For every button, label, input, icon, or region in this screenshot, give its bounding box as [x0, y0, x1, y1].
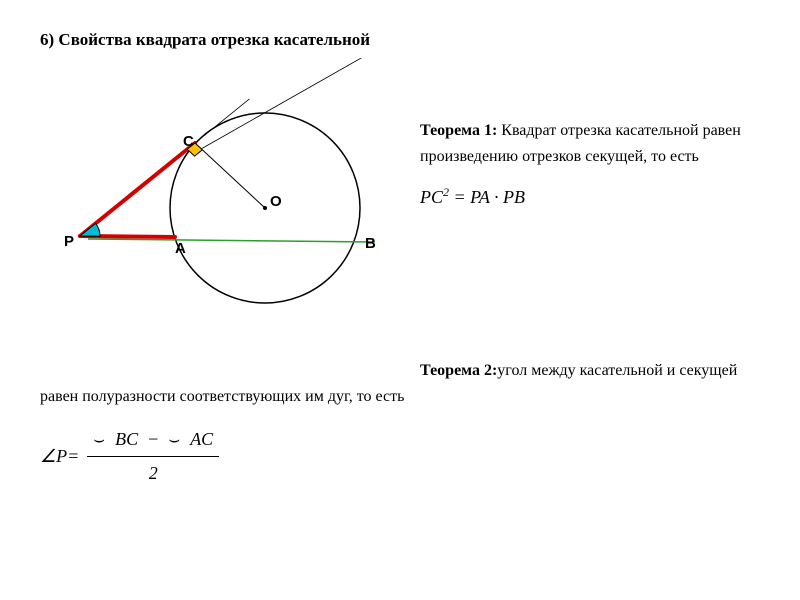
diagram: P A B C O — [40, 58, 420, 338]
svg-text:P: P — [64, 233, 74, 250]
svg-text:O: O — [270, 193, 282, 210]
f1-eq: = — [449, 187, 470, 207]
theorem2-text: угол между касательной и секущей равен п… — [40, 362, 737, 405]
theorem2-formula: ∠P = ⌣ BC − ⌣ AC 2 — [40, 425, 760, 488]
arc1: BC — [115, 425, 138, 454]
svg-text:A: A — [175, 240, 186, 257]
f1-rhs: PA · PB — [470, 187, 525, 207]
svg-text:C: C — [183, 133, 194, 150]
minus: − — [148, 425, 158, 454]
theorem2-title: Теорема 2: — [420, 362, 497, 379]
theorem2-line1: Теорема 2:угол между касательной и секущ… — [40, 358, 760, 409]
f1-lhs: PC — [420, 187, 443, 207]
theorem1-block: Теорема 1: Квадрат отрезка касательной р… — [420, 58, 760, 212]
theorem1-title: Теорема 1: — [420, 122, 497, 139]
top-section: P A B C O Теорема 1: Квадрат отрезка касател… — [40, 58, 760, 338]
section-title: 6) Свойства квадрата отрезка касательной — [40, 30, 760, 50]
fraction: ⌣ BC − ⌣ AC 2 — [87, 425, 219, 488]
theorem1-formula: PC2 = PA · PB — [420, 183, 760, 212]
theorem2-block: Теорема 2:угол между касательной и секущ… — [40, 358, 760, 488]
arc2: AC — [190, 425, 213, 454]
svg-text:B: B — [365, 235, 376, 252]
geometry-svg: P A B C O — [40, 58, 420, 338]
f2-angle: ∠P — [40, 442, 67, 471]
frac-numerator: ⌣ BC − ⌣ AC — [87, 425, 219, 457]
frac-denom: 2 — [149, 457, 158, 488]
f2-eq: = — [67, 442, 79, 471]
